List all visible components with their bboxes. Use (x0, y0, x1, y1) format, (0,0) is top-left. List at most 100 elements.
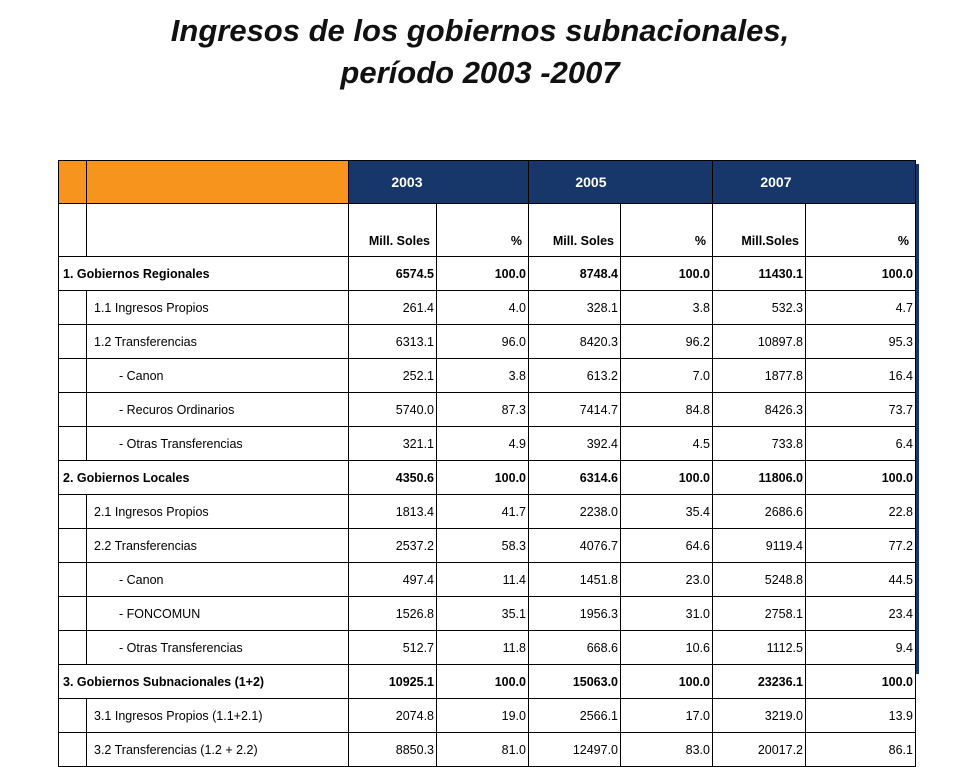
row-label: 2. Gobiernos Locales (58, 460, 349, 495)
indent-cell (58, 596, 87, 631)
value-cell: 16.4 (805, 358, 916, 393)
title-line-2: período 2003 -2007 (340, 55, 620, 90)
indent-cell (58, 358, 87, 393)
unit-header: Mill. Soles (528, 203, 621, 257)
value-cell: 44.5 (805, 562, 916, 597)
value-cell: 100.0 (620, 664, 713, 699)
table-row: 1.1 Ingresos Propios 261.4 4.0 328.1 3.8 532.… (58, 290, 916, 325)
value-cell: 31.0 (620, 596, 713, 631)
value-cell: 7414.7 (528, 392, 621, 427)
value-cell: 3.8 (620, 290, 713, 325)
value-cell: 1451.8 (528, 562, 621, 597)
value-cell: 261.4 (348, 290, 437, 325)
value-cell: 58.3 (436, 528, 529, 563)
indent-cell (58, 324, 87, 359)
row-label: 1.1 Ingresos Propios (86, 290, 349, 325)
value-cell: 81.0 (436, 732, 529, 767)
value-cell: 6314.6 (528, 460, 621, 495)
value-cell: 4.5 (620, 426, 713, 461)
table-row: - Otras Transferencias 512.7 11.8 668.6 10.6… (58, 630, 916, 665)
value-cell: 13.9 (805, 698, 916, 733)
table-row: 2. Gobiernos Locales 4350.6 100.0 6314.6 100… (58, 460, 916, 495)
year-2007-spacer (805, 160, 916, 204)
row-label: - Otras Transferencias (86, 426, 349, 461)
value-cell: 1956.3 (528, 596, 621, 631)
value-cell: 10897.8 (712, 324, 806, 359)
value-cell: 4350.6 (348, 460, 437, 495)
value-cell: 77.2 (805, 528, 916, 563)
value-cell: 1813.4 (348, 494, 437, 529)
indent-cell (58, 290, 87, 325)
row-label: - Otras Transferencias (86, 630, 349, 665)
row-label: 3.1 Ingresos Propios (1.1+2.1) (86, 698, 349, 733)
indent-cell (58, 392, 87, 427)
row-label: - FONCOMUN (86, 596, 349, 631)
year-2007: 2007 (712, 160, 806, 204)
table-shadow (915, 164, 919, 674)
value-cell: 87.3 (436, 392, 529, 427)
value-cell: 1112.5 (712, 630, 806, 665)
value-cell: 15063.0 (528, 664, 621, 699)
table-row: - Otras Transferencias 321.1 4.9 392.4 4.5 73… (58, 426, 916, 461)
value-cell: 9.4 (805, 630, 916, 665)
year-2005-spacer (620, 160, 713, 204)
value-cell: 23236.1 (712, 664, 806, 699)
value-cell: 2566.1 (528, 698, 621, 733)
indent-cell (58, 698, 87, 733)
value-cell: 8420.3 (528, 324, 621, 359)
value-cell: 8426.3 (712, 392, 806, 427)
value-cell: 100.0 (436, 460, 529, 495)
value-cell: 613.2 (528, 358, 621, 393)
value-cell: 3.8 (436, 358, 529, 393)
value-cell: 11.4 (436, 562, 529, 597)
value-cell: 4.9 (436, 426, 529, 461)
indent-cell (58, 494, 87, 529)
value-cell: 321.1 (348, 426, 437, 461)
units-corner-1 (58, 203, 87, 257)
value-cell: 19.0 (436, 698, 529, 733)
unit-header: Mill.Soles (712, 203, 806, 257)
table-row: - Canon 497.4 11.4 1451.8 23.0 5248.8 44.5 (58, 562, 916, 597)
value-cell: 392.4 (528, 426, 621, 461)
value-cell: 11.8 (436, 630, 529, 665)
value-cell: 10925.1 (348, 664, 437, 699)
value-cell: 4.7 (805, 290, 916, 325)
value-cell: 6.4 (805, 426, 916, 461)
value-cell: 328.1 (528, 290, 621, 325)
value-cell: 41.7 (436, 494, 529, 529)
value-cell: 23.4 (805, 596, 916, 631)
table-row: 1. Gobiernos Regionales 6574.5 100.0 8748.4… (58, 256, 916, 291)
table-row: 3. Gobiernos Subnacionales (1+2) 10925.1 1… (58, 664, 916, 699)
value-cell: 95.3 (805, 324, 916, 359)
year-2003-spacer (436, 160, 529, 204)
row-label: 1. Gobiernos Regionales (58, 256, 349, 291)
value-cell: 5740.0 (348, 392, 437, 427)
value-cell: 3219.0 (712, 698, 806, 733)
value-cell: 100.0 (436, 256, 529, 291)
value-cell: 532.3 (712, 290, 806, 325)
page-title: Ingresos de los gobiernos subnacionales,… (0, 10, 960, 94)
value-cell: 96.2 (620, 324, 713, 359)
table-row: 3.1 Ingresos Propios (1.1+2.1) 2074.8 19.0… (58, 698, 916, 733)
value-cell: 6313.1 (348, 324, 437, 359)
table-row: 2.1 Ingresos Propios 1813.4 41.7 2238.0 35.4… (58, 494, 916, 529)
value-cell: 7.0 (620, 358, 713, 393)
value-cell: 1877.8 (712, 358, 806, 393)
value-cell: 10.6 (620, 630, 713, 665)
row-label: 3.2 Transferencias (1.2 + 2.2) (86, 732, 349, 767)
unit-header: % (805, 203, 916, 257)
table-row: - Canon 252.1 3.8 613.2 7.0 1877.8 16.4 (58, 358, 916, 393)
value-cell: 100.0 (436, 664, 529, 699)
indent-cell (58, 562, 87, 597)
value-cell: 2758.1 (712, 596, 806, 631)
row-label: 3. Gobiernos Subnacionales (1+2) (58, 664, 349, 699)
row-label: 2.2 Transferencias (86, 528, 349, 563)
value-cell: 2238.0 (528, 494, 621, 529)
table-row: 2.2 Transferencias 2537.2 58.3 4076.7 64.6 91… (58, 528, 916, 563)
income-table: 2003 2005 2007 Mill. Soles % Mill. Soles… (58, 160, 916, 767)
header-row-units: Mill. Soles % Mill. Soles % Mill.Soles % (58, 203, 916, 257)
value-cell: 100.0 (805, 256, 916, 291)
value-cell: 86.1 (805, 732, 916, 767)
row-label: - Canon (86, 358, 349, 393)
unit-header: % (620, 203, 713, 257)
